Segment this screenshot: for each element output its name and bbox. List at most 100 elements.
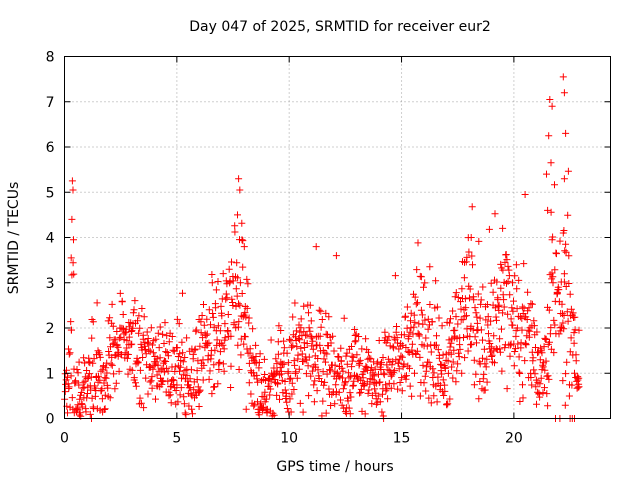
- data-point: [181, 409, 189, 417]
- data-point: [449, 374, 457, 382]
- data-point: [391, 272, 399, 280]
- data-point: [454, 360, 462, 368]
- data-point: [79, 379, 87, 387]
- data-point: [293, 374, 301, 382]
- data-point: [238, 219, 246, 227]
- data-point: [552, 249, 560, 257]
- data-point: [242, 405, 250, 413]
- data-point: [221, 320, 229, 328]
- data-point: [528, 300, 536, 308]
- data-point: [106, 314, 114, 322]
- data-point: [413, 347, 421, 355]
- data-point: [144, 390, 152, 398]
- data-point: [559, 310, 566, 318]
- data-point: [131, 297, 139, 305]
- data-point: [455, 353, 463, 361]
- data-point: [111, 385, 119, 393]
- data-point: [420, 283, 427, 291]
- data-point: [339, 385, 347, 393]
- data-point: [133, 354, 141, 362]
- data-point: [375, 379, 383, 387]
- data-point: [357, 388, 365, 396]
- data-point: [146, 378, 154, 386]
- data-point: [310, 398, 318, 406]
- data-point: [348, 357, 356, 365]
- data-point: [82, 408, 90, 416]
- data-point: [506, 352, 514, 360]
- data-point: [124, 351, 132, 358]
- data-point: [343, 360, 351, 368]
- y-tick-label: 0: [46, 412, 55, 428]
- data-point: [256, 350, 264, 358]
- data-point: [491, 210, 499, 218]
- data-point: [468, 252, 476, 260]
- data-point: [220, 345, 228, 353]
- data-point: [302, 370, 310, 378]
- data-point: [428, 318, 436, 326]
- data-point: [551, 321, 559, 329]
- data-point: [327, 402, 335, 409]
- data-point: [281, 378, 289, 385]
- data-point: [314, 355, 322, 362]
- data-point: [245, 314, 253, 322]
- data-point: [319, 368, 327, 376]
- data-point: [424, 325, 432, 333]
- data-point: [341, 379, 349, 387]
- data-point: [115, 367, 123, 375]
- data-point: [344, 369, 352, 377]
- data-point: [472, 370, 480, 378]
- data-point: [134, 358, 142, 366]
- data-point: [214, 322, 222, 330]
- data-points: [61, 73, 583, 422]
- data-point: [316, 332, 324, 340]
- data-point: [407, 309, 415, 317]
- data-point: [498, 367, 506, 375]
- data-point: [163, 349, 171, 356]
- data-point: [303, 331, 311, 339]
- data-point: [98, 385, 106, 393]
- data-point: [412, 300, 420, 308]
- data-point: [568, 381, 576, 389]
- data-point: [155, 344, 163, 352]
- data-point: [519, 394, 527, 402]
- data-point: [546, 96, 554, 103]
- data-point: [337, 396, 344, 404]
- data-point: [447, 315, 454, 323]
- data-point: [435, 314, 443, 322]
- data-point: [305, 353, 313, 361]
- data-point: [551, 266, 559, 274]
- data-point: [574, 376, 582, 384]
- data-point: [209, 313, 217, 321]
- data-point: [572, 357, 580, 365]
- data-point: [523, 316, 531, 323]
- data-point: [327, 339, 335, 347]
- data-point: [197, 318, 205, 326]
- data-point: [408, 392, 416, 400]
- data-point: [548, 236, 556, 244]
- data-point: [424, 315, 432, 323]
- y-tick-label: 1: [46, 366, 55, 382]
- data-point: [462, 304, 470, 312]
- data-point: [441, 387, 449, 395]
- data-point: [341, 408, 349, 416]
- data-point: [533, 400, 540, 408]
- data-point: [536, 380, 544, 388]
- data-point: [346, 389, 354, 397]
- data-point: [115, 334, 123, 342]
- data-point: [291, 299, 299, 307]
- data-point: [403, 372, 410, 380]
- data-point: [450, 346, 458, 354]
- data-point: [101, 405, 109, 413]
- data-point: [481, 386, 489, 394]
- data-point: [123, 354, 131, 362]
- data-point: [211, 346, 219, 354]
- data-point: [459, 316, 467, 324]
- data-point: [121, 349, 129, 357]
- data-point: [143, 328, 151, 336]
- data-point: [300, 328, 308, 336]
- data-point: [536, 356, 544, 364]
- data-point: [278, 370, 285, 378]
- data-point: [96, 353, 104, 361]
- data-point: [83, 375, 91, 382]
- data-point: [335, 372, 343, 380]
